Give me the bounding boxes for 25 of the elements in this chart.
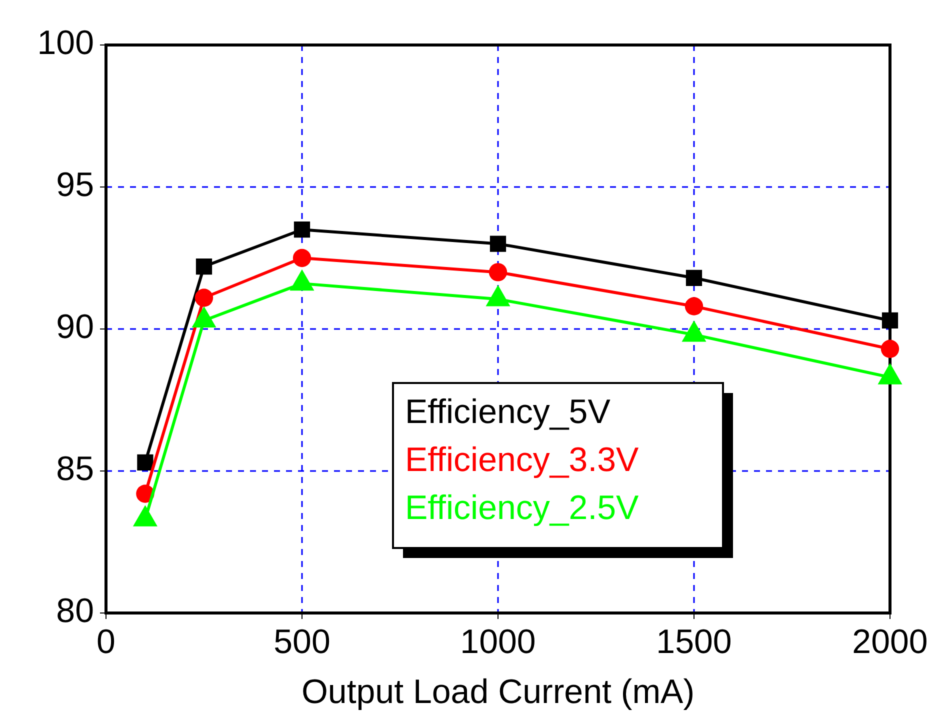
point [684, 297, 704, 316]
x-axis-title: Output Load Current (mA) [301, 673, 695, 711]
y-tick-label: 80 [56, 592, 94, 630]
point [196, 258, 212, 275]
point [686, 270, 702, 286]
point [490, 236, 506, 252]
x-tick-label: 2000 [852, 623, 928, 661]
y-tick-label: 95 [56, 166, 94, 204]
point [194, 288, 214, 307]
point [882, 312, 898, 329]
point [488, 263, 508, 282]
x-tick-label: 1500 [656, 623, 732, 661]
text: Efficiency_5V [405, 393, 611, 431]
y-tick-label: 85 [56, 450, 94, 488]
point [137, 454, 154, 471]
x-tick-label: 0 [96, 623, 116, 661]
y-tick-label: 90 [56, 308, 94, 346]
point [880, 340, 900, 358]
point [294, 222, 310, 238]
point [292, 248, 312, 268]
text: Efficiency_2.5V [405, 489, 640, 527]
text: Efficiency_3.3V [405, 441, 640, 479]
y-tick-label: 100 [37, 24, 94, 62]
x-tick-label: 500 [274, 623, 330, 661]
x-tick-label: 1000 [460, 623, 536, 661]
